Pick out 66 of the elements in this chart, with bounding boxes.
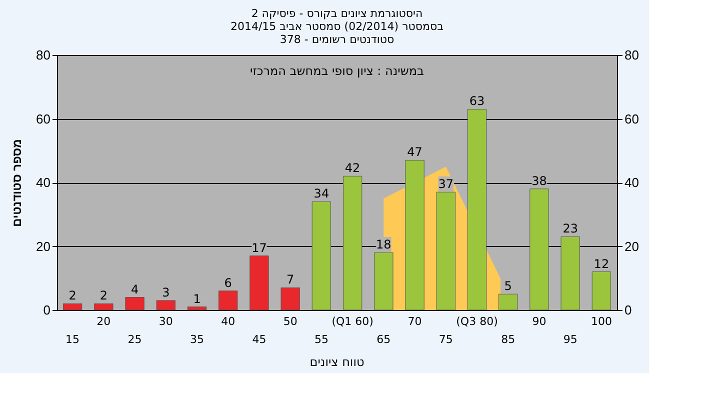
y2-tick-label: 40: [624, 175, 639, 190]
x-tick-label: 50: [283, 315, 298, 328]
x-tick-label: (Q3 80): [456, 315, 498, 328]
text: סטודנטים רשומים - 378: [280, 33, 394, 46]
data-label: 47: [407, 145, 422, 160]
bar: [312, 201, 332, 310]
data-label: 2: [100, 288, 108, 303]
y-tick-label: 40: [36, 175, 50, 190]
bar: [187, 306, 207, 310]
data-label: 42: [344, 161, 360, 176]
y2-tick-label: 0: [624, 302, 632, 318]
x-tick-label: 75: [438, 333, 453, 346]
data-label: 3: [162, 285, 170, 300]
bar: [342, 176, 362, 310]
x-axis-title: טווח ציונים: [310, 355, 364, 369]
x-tick-label: (Q1 60): [332, 315, 374, 328]
bar: [94, 303, 114, 310]
annotation: במשינה : ציון סופי במחשב המרכזי: [250, 64, 424, 78]
text: היסטוגרמת ציונים בקורס - פיסיקה 2: [251, 7, 423, 20]
x-tick-label: 55: [314, 333, 328, 346]
y-tick-label: 0: [43, 302, 50, 318]
data-label: 34: [314, 186, 330, 201]
x-tick-label: 85: [501, 333, 516, 346]
bar: [280, 287, 300, 310]
bar: [62, 303, 82, 310]
data-label: 12: [594, 256, 610, 271]
bar: [592, 272, 612, 310]
data-label: 18: [376, 238, 392, 252]
data-label: 6: [224, 276, 232, 290]
text: בסמסטר (02/2014) סמסטר אביב 2014/15: [230, 20, 444, 33]
x-tick-label: 100: [590, 315, 612, 328]
data-label: 1: [193, 292, 201, 306]
x-tick-label: 30: [158, 315, 173, 328]
bar: [530, 188, 549, 310]
y-axis-title: מספר סטודנטים: [10, 139, 24, 227]
data-label: 4: [130, 282, 139, 296]
x-tick-label: 15: [66, 333, 80, 346]
x-tick-label: 70: [408, 315, 422, 328]
y2-tick-label: 60: [624, 111, 639, 126]
y2-tick-label: 20: [624, 238, 639, 254]
data-label: 37: [438, 177, 454, 192]
x-tick-label: 90: [532, 315, 546, 328]
x-tick-label: 20: [96, 315, 111, 328]
x-tick-label: 45: [252, 333, 266, 346]
bar: [405, 160, 424, 310]
x-tick-label: 40: [221, 315, 236, 328]
y-tick-label: 60: [36, 111, 50, 126]
data-label: 2: [68, 288, 76, 303]
bar: [250, 256, 269, 310]
y-tick-label: 80: [36, 48, 50, 62]
data-label: 7: [286, 272, 294, 287]
y-tick-label: 20: [36, 238, 50, 254]
x-tick-label: 25: [128, 333, 142, 346]
data-label: 23: [562, 222, 578, 236]
data-label: 63: [469, 94, 485, 108]
x-tick-label: 35: [190, 333, 204, 346]
data-label: 38: [532, 174, 547, 188]
y2-tick-label: 80: [624, 48, 639, 62]
x-tick-label: 65: [376, 333, 391, 346]
data-label: 17: [252, 240, 267, 255]
bar: [374, 252, 394, 310]
bar: [467, 108, 487, 310]
bar: [560, 236, 580, 310]
bar: [436, 192, 456, 310]
data-label: 5: [504, 279, 512, 294]
x-tick-label: 95: [563, 333, 578, 346]
